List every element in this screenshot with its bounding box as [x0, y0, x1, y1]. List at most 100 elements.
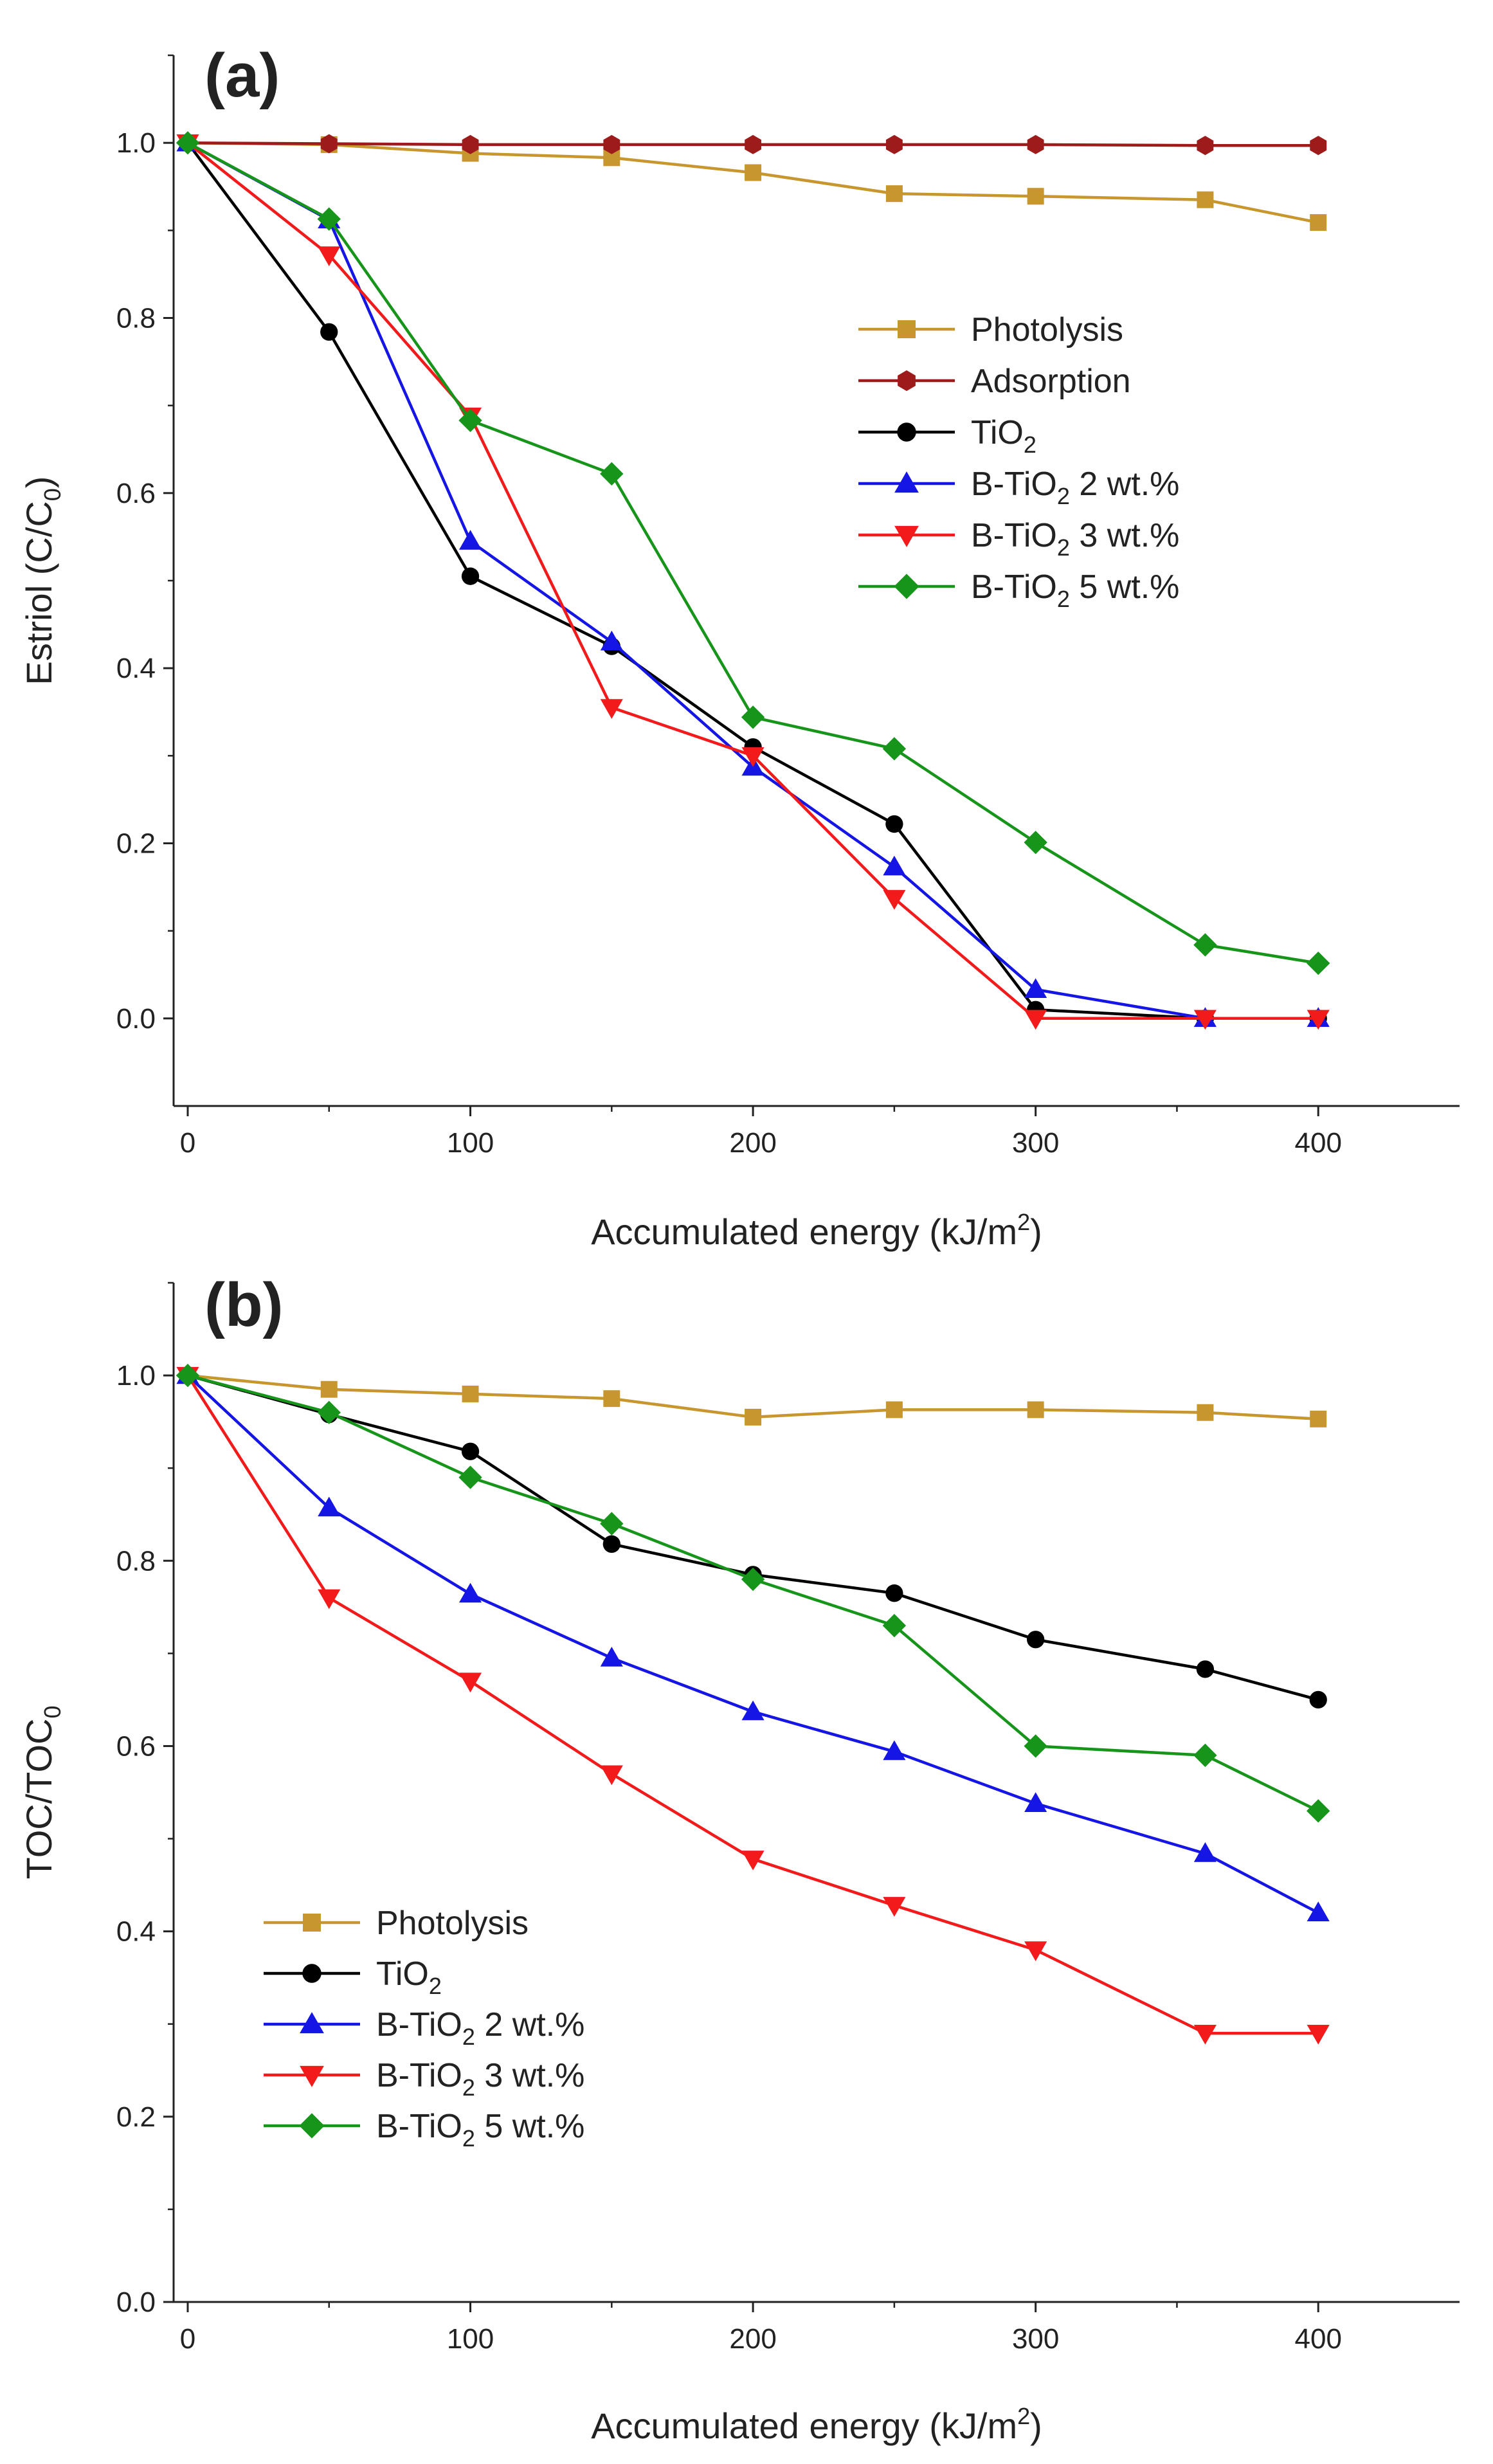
- series-b-tio2-2-wt-point: [1024, 1792, 1047, 1812]
- series-b-tio2-5-wt-point: [1307, 1799, 1330, 1823]
- series-adsorption-point: [603, 134, 620, 154]
- series-b-tio2-3-wt-point: [741, 747, 765, 767]
- series-photolysis-point: [1197, 191, 1214, 208]
- series-b-tio2-3-wt-point: [1024, 1941, 1047, 1962]
- series-b-tio2-5-wt-point: [458, 408, 482, 433]
- series-b-tio2-5-wt-point: [600, 462, 624, 486]
- y-axis-title: Estriol (C/C0): [19, 476, 66, 685]
- series-adsorption-point: [462, 134, 479, 154]
- series-b-tio2-3-wt-point: [318, 246, 341, 267]
- series-b-tio2-5-wt-point: [458, 1465, 482, 1489]
- series-b-tio2-2-wt-point: [600, 1647, 623, 1667]
- series-adsorption-point: [885, 134, 903, 154]
- series-b-tio2-3-wt-point: [1193, 1010, 1217, 1030]
- series-photolysis-point: [1197, 1404, 1214, 1421]
- series-photolysis-point: [1027, 188, 1044, 205]
- legend-label: B-TiO2 3 wt.%: [376, 2057, 584, 2101]
- x-tick-label: 300: [1012, 1127, 1059, 1159]
- legend-marker: [898, 320, 916, 338]
- series-b-tio2-3-wt-point: [458, 1672, 482, 1693]
- chart-panel-a: 0 100 200 300 400 0.0 0.2 0.4 0.6 0.8 1.0 Accumulat…: [19, 41, 1460, 1252]
- series-adsorption-point: [745, 134, 761, 154]
- series-tio2-point: [461, 567, 480, 585]
- legend-label: B-TiO2 2 wt.%: [376, 2006, 584, 2050]
- series-tio2-point: [1309, 1690, 1327, 1709]
- series-b-tio2-5-wt-point: [882, 737, 907, 761]
- series-b-tio2-2-wt-point: [1307, 1901, 1330, 1921]
- series-photolysis-point: [462, 1385, 479, 1402]
- series-b-tio2-5-wt-point: [317, 207, 341, 231]
- legend-label: Photolysis: [376, 1905, 529, 1942]
- y-tick-label: 0.4: [116, 653, 156, 684]
- x-tick-label: 200: [729, 2323, 776, 2355]
- x-tick-label: 0: [180, 2323, 195, 2355]
- y-tick-label: 0.6: [116, 1730, 156, 1762]
- panel-label: (b): [204, 1271, 284, 1339]
- series-b-tio2-2-wt-point: [1024, 978, 1047, 999]
- series-b-tio2-3-wt-point: [883, 1897, 906, 1917]
- y-tick-label: 0.0: [116, 1003, 156, 1035]
- y-tick-label: 0.2: [116, 828, 156, 860]
- series-tio2-point: [320, 323, 338, 341]
- y-tick-label: 0.0: [116, 2287, 156, 2318]
- series-tio2-point: [885, 815, 903, 833]
- series-b-tio2-5-wt-point: [741, 705, 765, 729]
- x-tick-label: 300: [1012, 2323, 1059, 2355]
- series-b-tio2-5-wt-point: [1193, 933, 1217, 957]
- series-b-tio2-5-wt-point: [1024, 1734, 1047, 1758]
- series-b-tio2-5-wt-point: [1307, 951, 1330, 975]
- series-b-tio2-3-wt-point: [1307, 1010, 1330, 1030]
- y-axis-title: TOC/TOC0: [19, 1706, 66, 1880]
- y-tick-label: 0.8: [116, 303, 156, 334]
- legend-marker: [302, 1964, 321, 1983]
- series-b-tio2-5-wt-point: [176, 131, 200, 155]
- y-tick-label: 0.8: [116, 1545, 156, 1577]
- legend-marker: [300, 2012, 324, 2034]
- legend-marker: [299, 2113, 325, 2139]
- series-b-tio2-3-wt-point: [1024, 1010, 1047, 1030]
- series-photolysis-point: [745, 1408, 762, 1426]
- series-b-tio2-5-wt-point: [741, 1567, 765, 1591]
- series-b-tio2-5-wt-point: [882, 1613, 907, 1638]
- legend-marker: [303, 1914, 321, 1932]
- series-photolysis-point: [1310, 1410, 1327, 1427]
- x-tick-label: 400: [1295, 1127, 1342, 1159]
- y-tick-label: 1.0: [116, 127, 156, 159]
- series-b-tio2-3-wt-point: [1307, 2024, 1330, 2045]
- legend-label: B-TiO2 2 wt.%: [971, 466, 1179, 509]
- series-tio2-point: [885, 1584, 903, 1602]
- series-b-tio2-2-wt-point: [458, 530, 482, 550]
- x-tick-label: 200: [729, 1127, 776, 1159]
- legend-label: Photolysis: [971, 311, 1123, 349]
- series-adsorption-point: [1197, 136, 1214, 156]
- legend-marker: [898, 370, 916, 392]
- x-tick-label: 400: [1295, 2323, 1342, 2355]
- legend-label: Adsorption: [971, 363, 1131, 400]
- series-adsorption-point: [1310, 136, 1327, 156]
- x-axis-title: Accumulated energy (kJ/m2): [591, 2403, 1042, 2446]
- series-b-tio2-5-wt-point: [600, 1512, 624, 1535]
- x-axis-title: Accumulated energy (kJ/m2): [591, 1209, 1042, 1252]
- series-photolysis-point: [320, 1381, 338, 1398]
- legend-label: B-TiO2 5 wt.%: [971, 568, 1179, 612]
- legend-label: TiO2: [971, 414, 1036, 458]
- series-b-tio2-2-wt-point: [883, 1740, 906, 1761]
- x-tick-label: 100: [447, 1127, 494, 1159]
- series-photolysis-point: [885, 185, 903, 203]
- series-tio2-point: [1027, 1631, 1045, 1649]
- legend-marker: [300, 2065, 324, 2087]
- legend: Photolysis Adsorption TiO2 B-TiO2 2 wt.% B-T…: [858, 311, 1179, 612]
- series-b-tio2-3-wt-point: [600, 1765, 623, 1786]
- series-b-tio2-3-wt-point: [741, 1851, 765, 1871]
- series-b-tio2-3-wt-point: [600, 699, 623, 719]
- legend-label: B-TiO2 3 wt.%: [971, 517, 1179, 561]
- y-tick-label: 0.4: [116, 1916, 156, 1948]
- y-tick-label: 0.6: [116, 478, 156, 509]
- series-b-tio2-2-wt-point: [318, 1496, 341, 1517]
- legend-marker: [894, 471, 919, 493]
- panel-label: (a): [204, 41, 280, 110]
- series-b-tio2-5-wt-point: [1024, 830, 1047, 855]
- series-tio2-point: [1196, 1660, 1215, 1678]
- legend-marker: [894, 574, 919, 599]
